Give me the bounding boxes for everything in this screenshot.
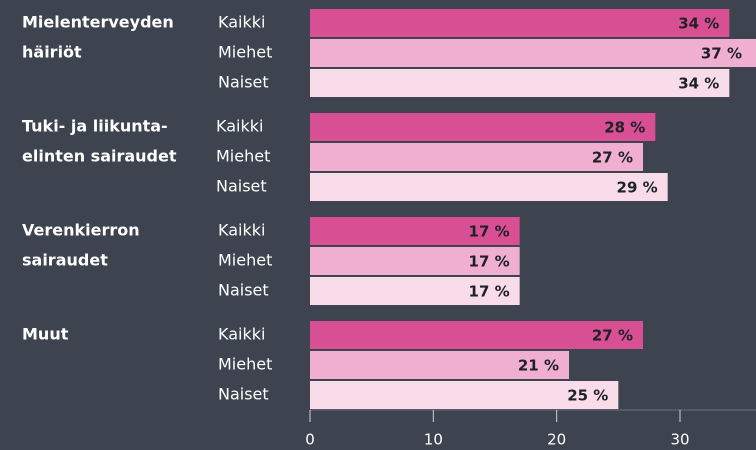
x-tick-label: 20 [547,431,566,449]
value-label: 27 % [592,149,633,167]
value-label: 21 % [518,357,559,375]
x-tick-label: 30 [670,431,689,449]
x-tick-label: 0 [305,431,315,449]
category-label: Muut [22,325,69,344]
bar [310,143,643,171]
category-label: elinten sairaudet [22,147,177,166]
bar [310,321,643,349]
series-label: Miehet [218,251,272,270]
category-label: Tuki- ja liikunta- [22,117,168,136]
value-label: 34 % [678,75,719,93]
bar [310,351,569,379]
bar [310,247,520,275]
value-label: 17 % [469,223,510,241]
series-label: Naiset [218,73,269,92]
series-label: Naiset [218,281,269,300]
value-label: 37 % [701,45,742,63]
category-label: häiriöt [22,43,82,62]
bar [310,69,730,97]
bar [310,39,756,67]
series-label: Naiset [218,385,269,404]
value-label: 17 % [469,283,510,301]
series-label: Miehet [218,355,272,374]
bar [310,113,656,141]
bar [310,381,619,409]
value-label: 28 % [604,119,645,137]
value-label: 27 % [592,327,633,345]
value-label: 34 % [678,15,719,33]
category-label: sairaudet [22,251,108,270]
x-tick-label: 10 [424,431,443,449]
value-label: 25 % [567,387,608,405]
category-label: Mielenterveyden [22,13,174,32]
value-label: 29 % [617,179,658,197]
bar [310,217,520,245]
series-label: Kaikki [218,221,265,240]
series-label: Naiset [216,177,267,196]
value-label: 17 % [469,253,510,271]
bar [310,9,730,37]
category-label: Verenkierron [22,221,140,240]
bar [310,173,668,201]
series-label: Kaikki [218,13,265,32]
series-label: Miehet [218,43,272,62]
series-label: Miehet [216,147,270,166]
series-label: Kaikki [218,325,265,344]
series-label: Kaikki [216,117,263,136]
bar [310,277,520,305]
